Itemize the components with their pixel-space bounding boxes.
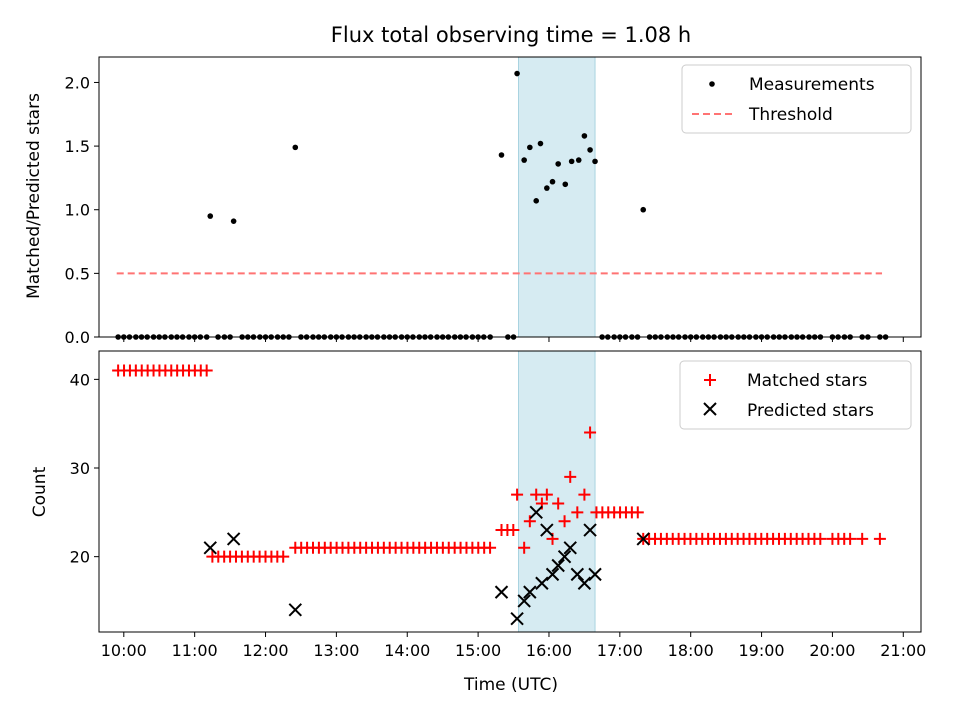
bottom-y-axis-label: Count	[30, 466, 50, 517]
matched-star-point	[507, 524, 520, 537]
x-tick-label: 21:00	[880, 641, 926, 660]
predicted-star-point	[557, 549, 572, 564]
x-tick-label: 13:00	[313, 641, 359, 660]
measurement-point	[533, 198, 540, 204]
predicted-star-point	[203, 541, 217, 555]
top-y-tick-label: 0.0	[65, 328, 90, 347]
legend-threshold-label: Threshold	[748, 105, 833, 125]
x-tick-label: 16:00	[526, 641, 572, 660]
matched-star-point	[873, 532, 886, 545]
x-tick-label: 19:00	[739, 641, 785, 660]
legend-predicted-label: Predicted stars	[747, 401, 874, 421]
legend-measurements-label: Measurements	[749, 75, 875, 95]
x-tick-label: 15:00	[455, 641, 501, 660]
measurement-point	[527, 144, 533, 151]
predicted-star-point	[577, 576, 592, 590]
matched-star-point	[571, 506, 584, 519]
measurement-point	[592, 158, 598, 165]
matched-star-point	[584, 426, 597, 439]
top-y-tick-label: 1.5	[65, 137, 90, 156]
matched-star-point	[518, 541, 531, 554]
top-axes-frame	[98, 56, 922, 338]
predicted-star-point	[570, 567, 585, 582]
matched-star-point	[558, 515, 571, 528]
top-axes: 0.0 0.5 1.0 1.5 2.0	[65, 56, 922, 347]
predicted-star-point	[588, 567, 602, 582]
bottom-y-tick-label: 20	[70, 548, 90, 567]
measurement-point	[587, 147, 593, 153]
top-highlight-span	[518, 56, 596, 338]
top-y-axis-label: Matched/Predicted stars	[24, 93, 44, 299]
legend-matched-marker	[704, 374, 716, 386]
matched-star-point	[856, 532, 869, 545]
legend-matched-label: Matched stars	[747, 371, 867, 391]
measurement-point	[230, 218, 237, 224]
measurement-point	[555, 161, 561, 167]
measurement-point	[581, 133, 588, 139]
bottom-legend: Matched stars Predicted stars	[679, 360, 912, 430]
bottom-legend-frame	[679, 360, 912, 430]
measurement-point	[521, 157, 527, 163]
predicted-star-point	[535, 576, 549, 590]
top-legend-frame	[681, 64, 912, 134]
measurement-point	[575, 157, 582, 163]
x-tick-label: 18:00	[668, 641, 714, 660]
top-legend: Measurements Threshold	[681, 64, 912, 134]
measurement-point	[549, 178, 556, 185]
legend-measurements-marker	[709, 81, 715, 87]
measurement-point	[498, 152, 505, 158]
bottom-axes: 10:00 11:00 12:00 13:00 14:00 15:00 16:00 17:00…	[70, 350, 926, 660]
x-tick-label: 14:00	[384, 641, 430, 660]
measurement-point	[640, 206, 647, 213]
predicted-star-point	[529, 505, 543, 520]
bottom-y-tick-label: 30	[70, 459, 90, 478]
matched-star-point	[552, 497, 565, 510]
matched-star-point	[523, 515, 536, 528]
measurement-point	[537, 140, 544, 147]
matched-star-point	[511, 488, 524, 501]
predicted-star-point	[545, 567, 560, 582]
top-y-tick-label: 0.5	[65, 264, 90, 283]
predicted-star-point	[288, 603, 302, 617]
bottom-axes-frame	[98, 350, 922, 633]
predicted-star-point	[517, 594, 531, 608]
measurement-point	[562, 181, 569, 188]
predicted-star-point	[540, 523, 554, 537]
matched-star-point	[540, 488, 553, 501]
predicted-star-point	[551, 558, 565, 573]
predicted-star-point	[523, 585, 537, 599]
predicted-star-point	[636, 532, 650, 546]
legend-predicted-marker	[703, 402, 717, 416]
matched-star-point	[814, 532, 827, 545]
matched-star-point	[200, 364, 213, 377]
chart-title: Flux total observing time = 1.08 h	[331, 23, 691, 47]
matched-star-point	[484, 541, 497, 554]
matched-star-point	[631, 506, 644, 519]
x-tick-label: 10:00	[101, 641, 147, 660]
matched-star-point	[564, 470, 577, 483]
predicted-star-point	[583, 523, 597, 537]
x-tick-label: 11:00	[172, 641, 218, 660]
matched-star-point	[578, 488, 591, 501]
measurement-point	[568, 158, 575, 165]
top-y-tick-label: 1.0	[65, 201, 90, 220]
predicted-star-point	[226, 532, 241, 546]
measurement-point	[544, 185, 550, 191]
measurement-point	[207, 213, 214, 219]
bottom-y-tick-label: 40	[70, 370, 90, 389]
predicted-star-point	[563, 541, 577, 555]
measurement-point	[292, 144, 299, 151]
matched-star-point	[277, 550, 290, 563]
predicted-star-point	[494, 585, 509, 599]
matched-star-point	[844, 532, 857, 545]
x-tick-label: 12:00	[242, 641, 288, 660]
x-axis-label: Time (UTC)	[463, 675, 558, 695]
top-y-tick-label: 2.0	[65, 73, 90, 92]
measurement-point	[514, 70, 520, 77]
x-tick-label: 20:00	[809, 641, 855, 660]
predicted-star-point	[510, 611, 524, 626]
x-tick-label: 17:00	[597, 641, 643, 660]
matched-star-point	[530, 488, 543, 501]
